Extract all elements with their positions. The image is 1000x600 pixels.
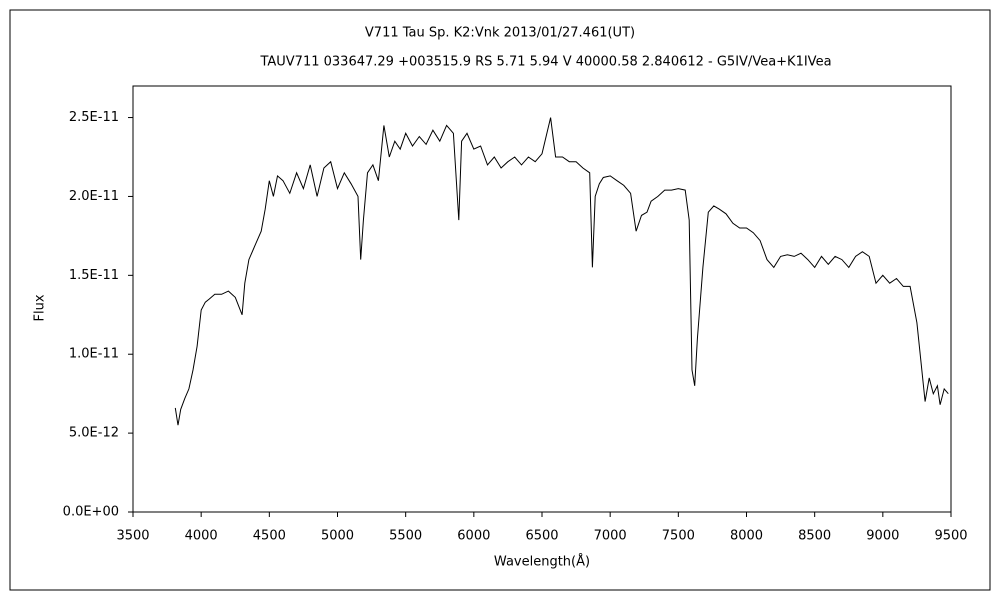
y-tick-label: 2.5E-11 (69, 110, 119, 125)
outer-frame (9, 9, 991, 591)
x-tick-label: 7500 (662, 529, 695, 544)
y-tick-label: 2.0E-11 (69, 189, 119, 204)
y-axis-label: Flux (33, 294, 48, 321)
x-tick-label: 3500 (116, 529, 149, 544)
x-tick-label: 8500 (798, 529, 831, 544)
x-tick-label: 6000 (457, 529, 490, 544)
x-tick-label: 9000 (866, 529, 899, 544)
chart-subtitle: TAUV711 033647.29 +003515.9 RS 5.71 5.94… (259, 55, 831, 70)
spectrum-line (174, 117, 949, 426)
x-tick-label: 4500 (253, 529, 286, 544)
y-tick-label: 1.5E-11 (69, 268, 119, 283)
x-tick-label: 7000 (594, 529, 627, 544)
plot-frame (132, 85, 952, 513)
x-tick-label: 6500 (525, 529, 558, 544)
y-tick-label: 5.0E-12 (69, 426, 119, 441)
y-tick-label: 1.0E-11 (69, 347, 119, 362)
chart-title: V711 Tau Sp. K2:Vnk 2013/01/27.461(UT) (365, 26, 635, 41)
y-tick-label: 0.0E+00 (63, 505, 119, 520)
x-tick-label: 8000 (730, 529, 763, 544)
x-tick-label: 9500 (934, 529, 967, 544)
x-tick-label: 5000 (321, 529, 354, 544)
x-axis-label: Wavelength(Å) (494, 554, 590, 570)
x-tick-label: 5500 (389, 529, 422, 544)
x-tick-label: 4000 (185, 529, 218, 544)
